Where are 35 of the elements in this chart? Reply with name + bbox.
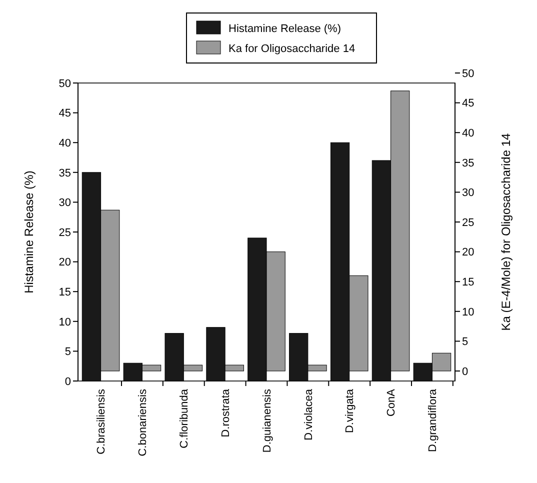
x-tick-label: D.rostrata bbox=[220, 388, 232, 438]
y-tick-label: 45 bbox=[58, 108, 71, 120]
y2-tick-label: 15 bbox=[462, 276, 474, 288]
y-tick-label: 50 bbox=[58, 78, 71, 90]
x-tick-label: D.guianensis bbox=[261, 388, 274, 453]
y-tick-label: 35 bbox=[58, 167, 71, 180]
legend-label: Ka for Oligosaccharide 14 bbox=[228, 42, 356, 55]
y-tick-label: 20 bbox=[58, 256, 71, 269]
legend-label: Histamine Release (%) bbox=[228, 22, 341, 35]
y-tick-label: 15 bbox=[58, 286, 71, 298]
y-tick-label: 30 bbox=[58, 197, 71, 210]
y2-tick-label: 30 bbox=[462, 187, 474, 200]
x-tick-label: D.virgata bbox=[344, 388, 356, 434]
y-tick-label: 40 bbox=[58, 137, 71, 150]
x-tick-label: C.bonariensis bbox=[137, 388, 150, 456]
y2-tick-label: 5 bbox=[462, 336, 468, 348]
x-tick-label: C.brasiliensis bbox=[96, 388, 108, 454]
y-tick-label: 0 bbox=[64, 376, 71, 388]
y2-tick-label: 0 bbox=[462, 366, 468, 378]
y2-tick-label: 10 bbox=[462, 306, 474, 318]
x-tick-label: ConA bbox=[386, 388, 398, 417]
y-tick-label: 5 bbox=[64, 346, 71, 358]
x-tick-label: D.violacea bbox=[302, 388, 315, 440]
y2-tick-label: 25 bbox=[462, 216, 474, 229]
x-tick-label: C.floribunda bbox=[178, 388, 190, 448]
y2-axis-title: Ka (E-4/Mole) for Oligosaccharide 14 bbox=[499, 132, 513, 331]
y2-tick-label: 50 bbox=[462, 68, 474, 80]
y-axis-title: Histamine Release (%) bbox=[22, 170, 36, 294]
y2-tick-label: 40 bbox=[462, 127, 474, 140]
y2-tick-label: 20 bbox=[462, 246, 474, 259]
y2-tick-label: 45 bbox=[462, 98, 474, 110]
y2-tick-label: 35 bbox=[462, 157, 474, 170]
y-tick-label: 10 bbox=[58, 316, 71, 328]
x-tick-label: D.grandiflora bbox=[427, 388, 440, 452]
y-tick-label: 25 bbox=[58, 226, 71, 239]
